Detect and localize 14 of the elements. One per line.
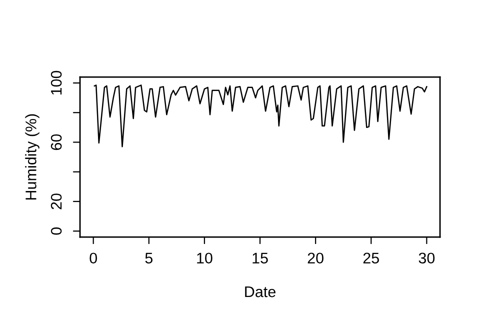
x-tick-label: 25	[363, 252, 379, 264]
y-tick-label: 100	[50, 70, 62, 95]
x-tick-label: 5	[145, 252, 153, 264]
y-tick-label: 20	[50, 194, 62, 210]
x-tick-label: 20	[308, 252, 324, 264]
x-tick-label: 0	[90, 252, 97, 264]
x-tick-label: 10	[197, 252, 212, 264]
line-series	[94, 84, 428, 148]
x-axis-title: Date	[245, 286, 276, 298]
x-tick-label: 15	[252, 252, 268, 264]
y-tick-label: 0	[50, 227, 62, 235]
x-tick-label: 30	[418, 252, 435, 264]
y-axis-title: Humidity (%)	[25, 114, 40, 200]
y-tick-label: 60	[50, 134, 62, 150]
